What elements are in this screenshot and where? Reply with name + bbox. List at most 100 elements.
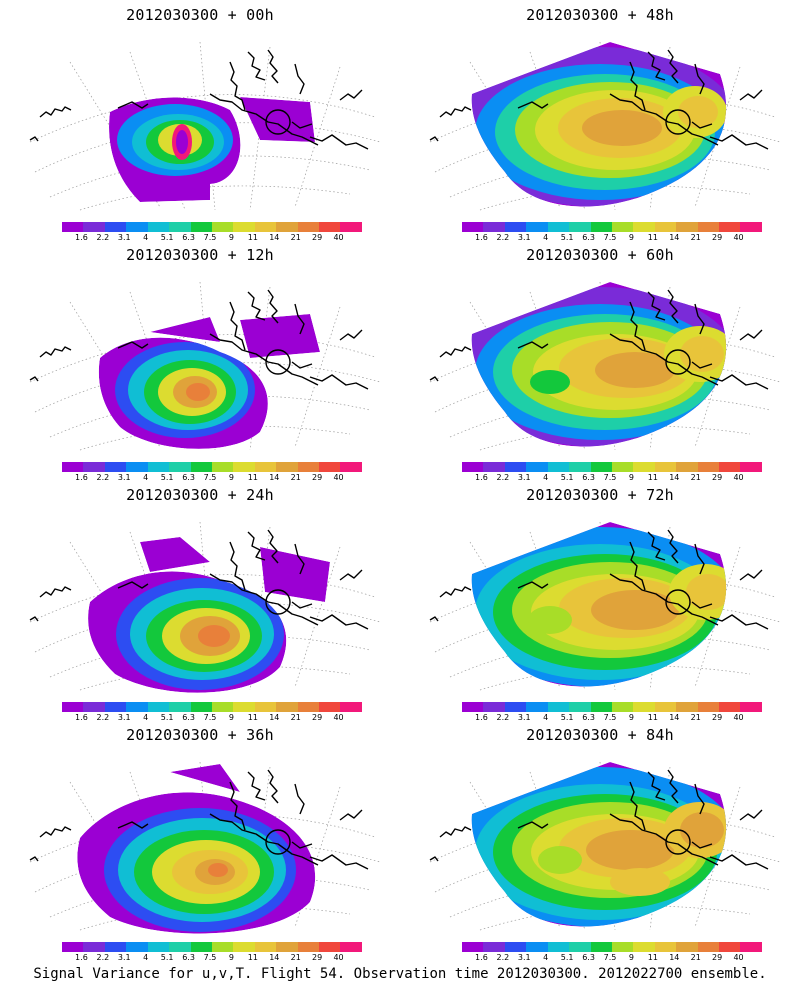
variance-field: [471, 282, 727, 447]
coastline: [291, 841, 313, 849]
variance-field: [77, 764, 316, 934]
coastline: [439, 826, 472, 838]
coastline: [665, 589, 691, 615]
coastline: [694, 303, 705, 335]
colorbar-swatch: [104, 222, 127, 232]
colorbar-swatch: [233, 942, 255, 952]
colorbar-swatch: [462, 702, 484, 712]
colorbar-tick-label: 40: [733, 713, 744, 722]
colorbar-swatch: [590, 222, 612, 232]
colorbar-swatch: [169, 222, 191, 232]
coastline: [309, 614, 369, 630]
colorbar-swatch: [254, 462, 277, 472]
colorbar-tick-label: 7.5: [603, 473, 617, 482]
colorbar-tick-label: 4: [143, 713, 149, 722]
colorbar-tick-label: 3.1: [517, 713, 531, 722]
variance-contour: [680, 812, 724, 848]
colorbar-swatch: [611, 222, 634, 232]
panel-12h: 2012030300 + 12h 1.6 2.2 3.1 4 5.1 6.3 7.5 9 11 1…: [0, 240, 400, 482]
colorbar-tick-label: 11: [247, 473, 258, 482]
colorbar-swatch: [297, 942, 320, 952]
colorbar-swatch: [254, 942, 277, 952]
colorbar-tick-label: 5.1: [160, 233, 174, 242]
colorbar-tick-label: 5.1: [160, 473, 174, 482]
colorbar-swatch: [297, 462, 320, 472]
coastline: [691, 601, 713, 609]
colorbar-labels: 1.6 2.2 3.1 4 5.1 6.3 7.5 9 11 14 21 29 40: [62, 233, 362, 243]
graticule-line: [79, 905, 351, 931]
colorbar-swatch: [104, 702, 127, 712]
colorbar-swatch: [126, 462, 148, 472]
colorbar-swatch: [190, 702, 212, 712]
variance-contour: [591, 590, 679, 630]
coastline: [439, 346, 472, 358]
colorbar-swatch: [740, 942, 762, 952]
graticule-line: [429, 94, 776, 143]
coastline: [739, 89, 763, 101]
colorbar-tick-label: 21: [290, 953, 301, 962]
colorbar-swatch: [147, 222, 170, 232]
coastline: [39, 826, 72, 838]
coastline: [647, 531, 666, 561]
colorbar-tick-label: 4: [543, 953, 549, 962]
coastline: [665, 829, 691, 855]
colorbar-tick-label: 3.1: [517, 233, 531, 242]
coastline: [709, 854, 769, 870]
coastline: [209, 813, 319, 866]
graticule-line: [479, 185, 751, 211]
panel-title: 2012030300 + 12h: [126, 246, 274, 264]
colorbar-tick-label: 4: [143, 953, 149, 962]
coastline: [647, 291, 666, 321]
coastline: [609, 573, 719, 626]
colorbar-swatch: [676, 462, 698, 472]
coastline: [709, 614, 769, 630]
panel-title: 2012030300 + 00h: [126, 6, 274, 24]
coastline: [229, 301, 246, 351]
colorbar-swatch: [569, 462, 591, 472]
colorbar-swatch: [633, 942, 655, 952]
colorbar-tick-label: 29: [312, 713, 323, 722]
colorbar-swatch: [740, 702, 762, 712]
colorbar-swatch: [483, 702, 505, 712]
graticule-line: [479, 665, 751, 691]
coastline: [117, 341, 149, 349]
coastline: [247, 531, 266, 561]
coastline: [647, 51, 666, 81]
colorbar: [62, 222, 362, 232]
colorbar-swatch: [654, 222, 677, 232]
colorbar-swatch: [462, 462, 484, 472]
graticule-line: [294, 546, 341, 688]
colorbar-tick-label: 14: [269, 473, 280, 482]
colorbar-swatch: [147, 942, 170, 952]
panel-84h: 2012030300 + 84h 1.6 2.2 3.1 4 5.1 6.3 7.5 9 11 1…: [400, 720, 800, 962]
colorbar-tick-label: 2.2: [96, 473, 110, 482]
variance-contour: [678, 96, 718, 128]
colorbar-swatch: [547, 222, 570, 232]
coastline: [691, 121, 713, 129]
colorbar-tick-label: 7.5: [603, 713, 617, 722]
coastline: [309, 854, 369, 870]
colorbar-tick-label: 3.1: [117, 473, 131, 482]
colorbar-swatch: [276, 942, 298, 952]
colorbar-swatch: [740, 462, 762, 472]
coastline: [267, 769, 279, 804]
colorbar-swatch: [319, 222, 341, 232]
variance-field: [88, 537, 330, 693]
coastlines: [429, 769, 769, 870]
coastline: [691, 841, 713, 849]
colorbar-swatch: [233, 702, 255, 712]
colorbar-swatch: [676, 942, 698, 952]
colorbar-swatch: [654, 942, 677, 952]
colorbar-tick-label: 4: [143, 233, 149, 242]
coastline: [694, 63, 705, 95]
coastline: [665, 109, 691, 135]
colorbar-swatch: [483, 222, 505, 232]
variance-contour: [528, 606, 572, 634]
colorbar-tick-label: 14: [269, 953, 280, 962]
variance-contour: [198, 625, 230, 647]
colorbar-tick-label: 3.1: [117, 713, 131, 722]
colorbar-tick-label: 1.6: [75, 713, 88, 722]
coastline: [291, 601, 313, 609]
colorbar-tick-label: 1.6: [475, 233, 488, 242]
colorbar-tick-label: 40: [733, 953, 744, 962]
